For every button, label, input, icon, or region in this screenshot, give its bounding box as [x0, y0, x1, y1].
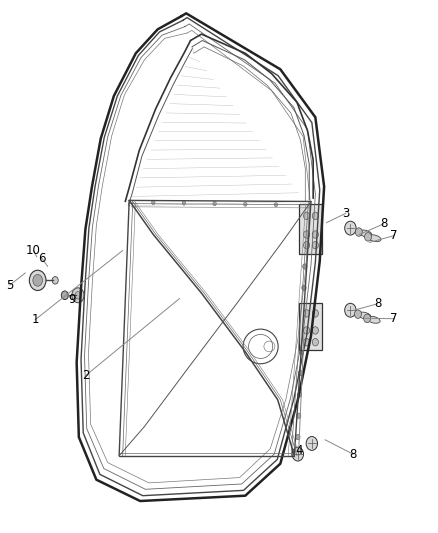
Text: 3: 3: [343, 207, 350, 220]
Text: 4: 4: [295, 444, 303, 457]
Circle shape: [354, 310, 361, 318]
Circle shape: [303, 264, 307, 269]
Circle shape: [364, 314, 371, 322]
Circle shape: [297, 413, 301, 418]
Circle shape: [312, 327, 318, 334]
Circle shape: [345, 303, 356, 317]
Circle shape: [292, 447, 304, 461]
Text: 7: 7: [390, 312, 398, 325]
Text: 6: 6: [38, 252, 46, 265]
FancyBboxPatch shape: [299, 204, 322, 254]
Text: 9: 9: [68, 293, 76, 306]
Circle shape: [152, 200, 155, 205]
Circle shape: [213, 201, 216, 206]
Ellipse shape: [359, 230, 372, 237]
Text: 8: 8: [380, 217, 387, 230]
Ellipse shape: [368, 235, 381, 241]
Circle shape: [52, 277, 58, 284]
Circle shape: [306, 437, 318, 450]
Circle shape: [312, 212, 318, 220]
Circle shape: [298, 370, 303, 376]
FancyBboxPatch shape: [299, 303, 322, 350]
Circle shape: [75, 292, 81, 299]
Circle shape: [312, 231, 318, 238]
Circle shape: [244, 202, 247, 206]
Circle shape: [312, 338, 318, 346]
Text: 7: 7: [390, 229, 398, 242]
Circle shape: [302, 285, 306, 290]
Circle shape: [299, 349, 304, 354]
Circle shape: [72, 288, 84, 303]
Circle shape: [312, 310, 318, 317]
Circle shape: [296, 434, 300, 440]
Circle shape: [304, 241, 310, 249]
Circle shape: [304, 327, 310, 334]
Circle shape: [304, 212, 310, 220]
Circle shape: [274, 203, 278, 207]
Circle shape: [29, 270, 46, 290]
Circle shape: [364, 232, 371, 241]
Circle shape: [304, 221, 309, 227]
Text: 8: 8: [350, 448, 357, 461]
Ellipse shape: [358, 312, 371, 319]
Circle shape: [182, 201, 186, 205]
Circle shape: [304, 231, 310, 238]
Circle shape: [312, 241, 318, 249]
Circle shape: [355, 228, 362, 236]
Circle shape: [345, 221, 356, 235]
Text: 8: 8: [374, 297, 381, 310]
Circle shape: [304, 338, 310, 346]
Circle shape: [304, 310, 310, 317]
Circle shape: [300, 328, 304, 333]
Circle shape: [301, 306, 305, 312]
Text: 1: 1: [31, 313, 39, 326]
Circle shape: [297, 392, 302, 397]
Ellipse shape: [367, 317, 380, 323]
Text: 10: 10: [26, 244, 41, 257]
Circle shape: [61, 291, 68, 300]
Circle shape: [304, 243, 308, 248]
Text: 2: 2: [81, 369, 89, 382]
Circle shape: [33, 274, 42, 286]
Text: 5: 5: [6, 279, 13, 292]
